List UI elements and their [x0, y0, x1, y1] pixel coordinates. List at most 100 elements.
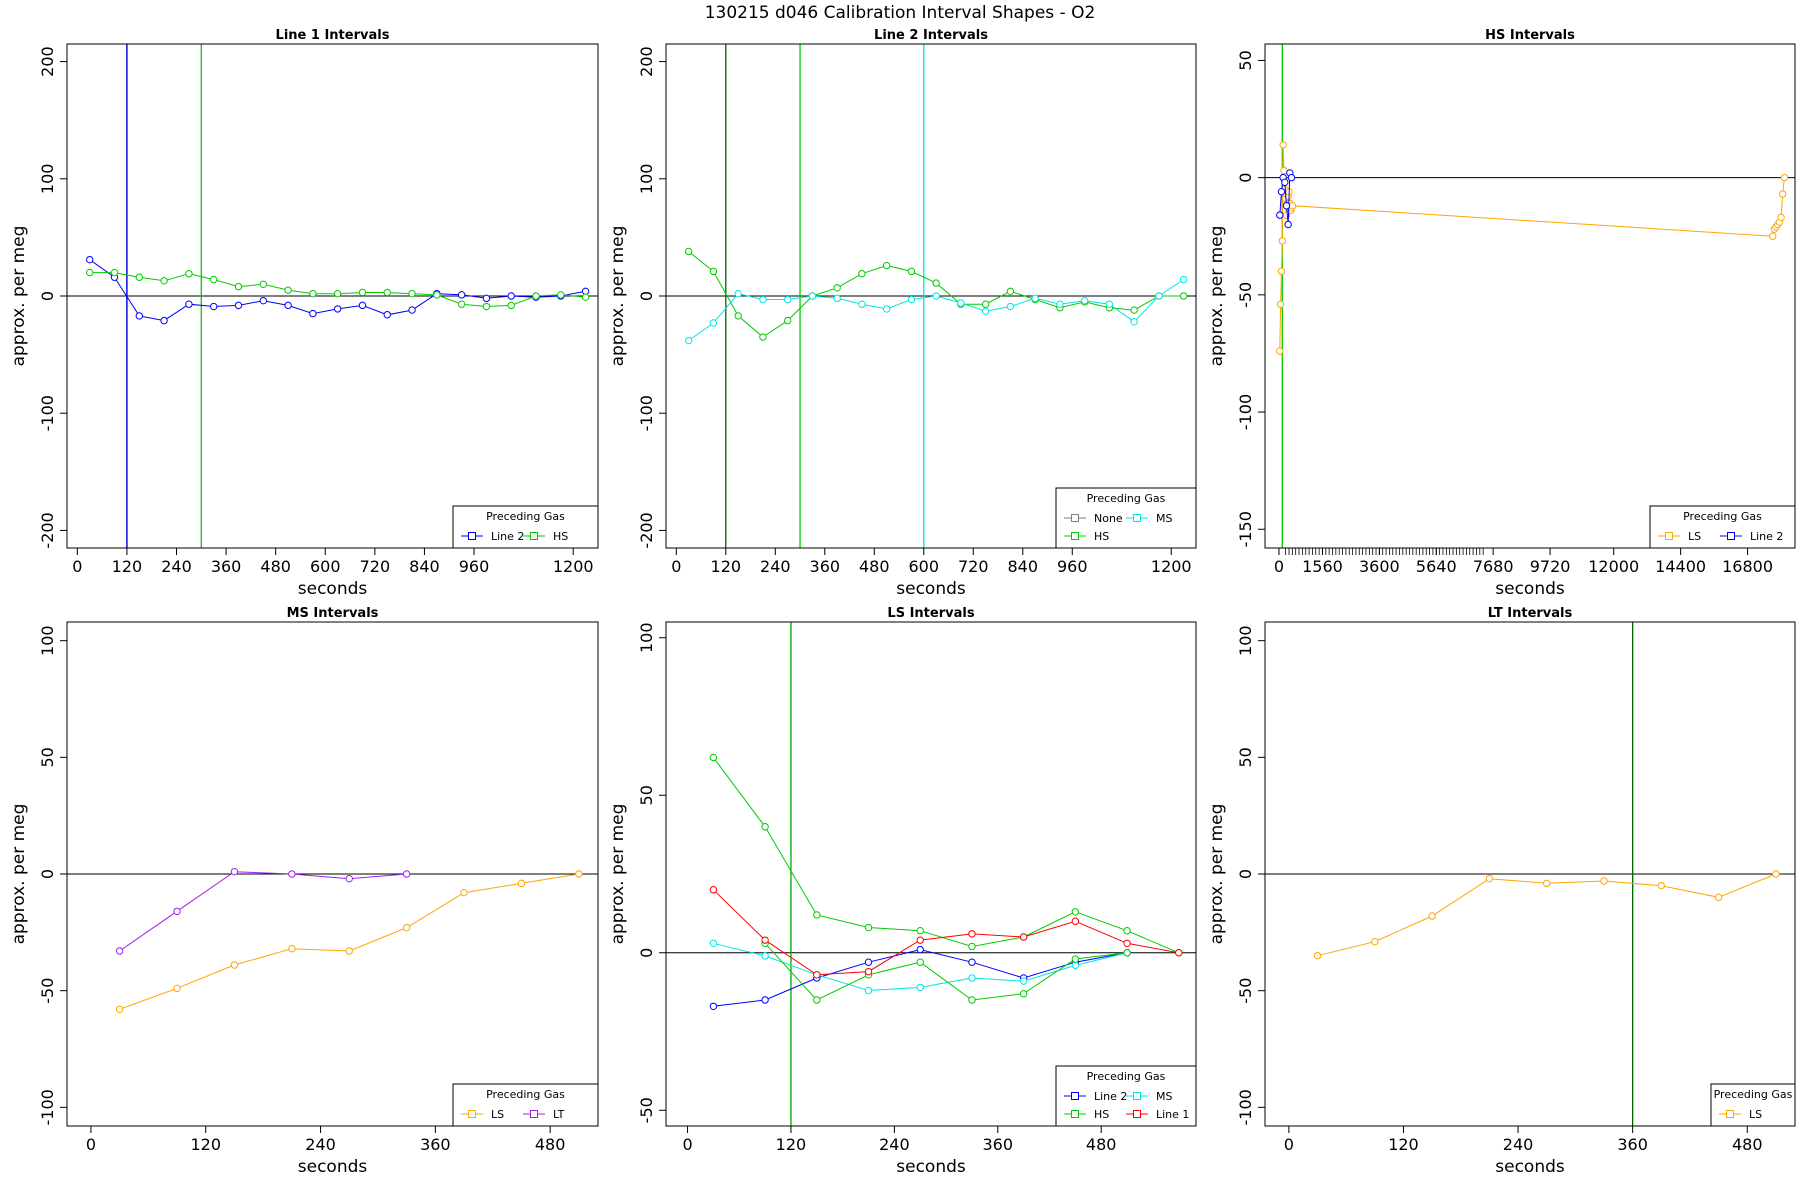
data-point	[813, 996, 821, 1004]
data-point	[1105, 300, 1114, 308]
data-point	[433, 291, 441, 299]
x-axis-label: seconds	[896, 1157, 966, 1177]
data-point	[709, 267, 718, 276]
data-point	[185, 300, 193, 308]
chart-panel-6: LT Intervals 0 120 240 360 480 seconds -100 -50 0…	[1207, 606, 1796, 1177]
data-point	[135, 273, 144, 281]
legend-entry-label: HS	[553, 530, 568, 543]
legend-key-marker	[468, 1110, 476, 1118]
y-tick-label: 0	[637, 948, 656, 958]
y-axis-label: approx. per meg	[9, 804, 29, 945]
data-point	[1284, 220, 1292, 229]
legend-title: Preceding Gas	[1087, 492, 1166, 505]
y-tick-label: 0	[637, 291, 656, 301]
data-point	[1056, 300, 1064, 308]
y-tick-label: 50	[38, 747, 57, 767]
data-point	[1276, 300, 1285, 308]
y-tick-label: -200	[38, 512, 57, 548]
legend-key-marker	[468, 532, 476, 540]
y-tick-label: -100	[637, 395, 656, 431]
legend-entry-label: LS	[491, 1108, 504, 1121]
data-point	[1371, 937, 1379, 946]
data-point	[1080, 296, 1089, 305]
legend-box	[1710, 1083, 1796, 1127]
chart-title: Line 1 Intervals	[276, 28, 390, 43]
legend-box	[452, 505, 599, 549]
x-tick-label: 480	[260, 557, 291, 576]
data-point	[1019, 990, 1028, 998]
data-point	[482, 294, 491, 303]
data-point	[1019, 933, 1028, 941]
data-point	[173, 907, 181, 916]
data-point	[813, 911, 821, 919]
plot-area	[666, 622, 1196, 1126]
x-tick-label: 5640	[1416, 557, 1457, 576]
data-point	[1276, 211, 1284, 219]
legend-box	[1649, 505, 1796, 549]
data-point	[833, 294, 841, 303]
data-point	[916, 958, 924, 966]
plot-area	[1265, 622, 1795, 1126]
data-point	[115, 947, 124, 955]
data-point	[734, 312, 742, 320]
data-point	[1130, 318, 1138, 326]
data-point	[1485, 874, 1494, 883]
x-tick-label: 0	[671, 557, 681, 576]
data-point	[968, 996, 976, 1004]
data-point	[864, 967, 873, 976]
data-point	[532, 292, 540, 300]
data-point	[858, 300, 866, 308]
legend-title: Preceding Gas	[1087, 1070, 1166, 1083]
x-tick-label: 840	[409, 557, 440, 576]
x-tick-label: 240	[760, 557, 791, 576]
data-point	[1071, 961, 1080, 970]
data-point	[86, 255, 94, 264]
data-point	[916, 945, 924, 954]
x-axis-label: seconds	[298, 579, 368, 599]
x-tick-label: 120	[776, 1135, 807, 1154]
y-tick-label: -100	[1236, 1089, 1255, 1125]
data-point	[115, 1005, 124, 1014]
data-point	[709, 939, 718, 947]
plot-area	[67, 867, 598, 1014]
y-tick-label: 100	[38, 625, 57, 656]
data-point	[173, 984, 181, 993]
data-point	[457, 291, 466, 299]
chart-title: LS Intervals	[887, 606, 974, 621]
data-point	[783, 295, 792, 304]
data-point	[1313, 951, 1322, 960]
legend-entry-label: Line 2	[1094, 1090, 1127, 1103]
data-point	[1779, 190, 1787, 198]
data-point	[813, 971, 821, 979]
x-tick-label: 1560	[1302, 557, 1343, 576]
x-tick-label: 16800	[1722, 557, 1773, 576]
x-tick-label: 720	[360, 557, 391, 576]
legend-title: Preceding Gas	[486, 1088, 565, 1101]
plot-frame	[665, 621, 1197, 1127]
data-point	[234, 301, 243, 310]
data-point	[86, 268, 94, 277]
data-point	[110, 268, 119, 277]
data-point	[1123, 949, 1131, 957]
data-point	[684, 247, 693, 256]
figure-title: 130215 d046 Calibration Interval Shapes …	[705, 3, 1096, 23]
legend-entry-label: Line 1	[1156, 1108, 1189, 1121]
x-tick-label: 480	[535, 1135, 566, 1154]
data-point	[1780, 173, 1789, 182]
data-point	[1006, 287, 1015, 296]
x-axis-label: seconds	[1495, 579, 1565, 599]
x-tick-label: 7680	[1473, 557, 1514, 576]
legend-entry-label: MS	[1156, 1090, 1172, 1103]
series-line-line-2	[713, 949, 1128, 1007]
data-point	[230, 867, 239, 876]
data-point	[1071, 917, 1080, 925]
y-tick-label: 100	[637, 164, 656, 195]
data-point	[1276, 347, 1284, 355]
y-tick-label: 0	[38, 869, 57, 879]
x-tick-label: 360	[1617, 1135, 1648, 1154]
legend: Preceding Gas Line 2 HS	[452, 505, 599, 549]
y-tick-label: -50	[1236, 978, 1255, 1004]
series-line-lt	[119, 871, 407, 952]
legend-entry-label: None	[1094, 512, 1123, 525]
data-point	[1278, 237, 1286, 245]
